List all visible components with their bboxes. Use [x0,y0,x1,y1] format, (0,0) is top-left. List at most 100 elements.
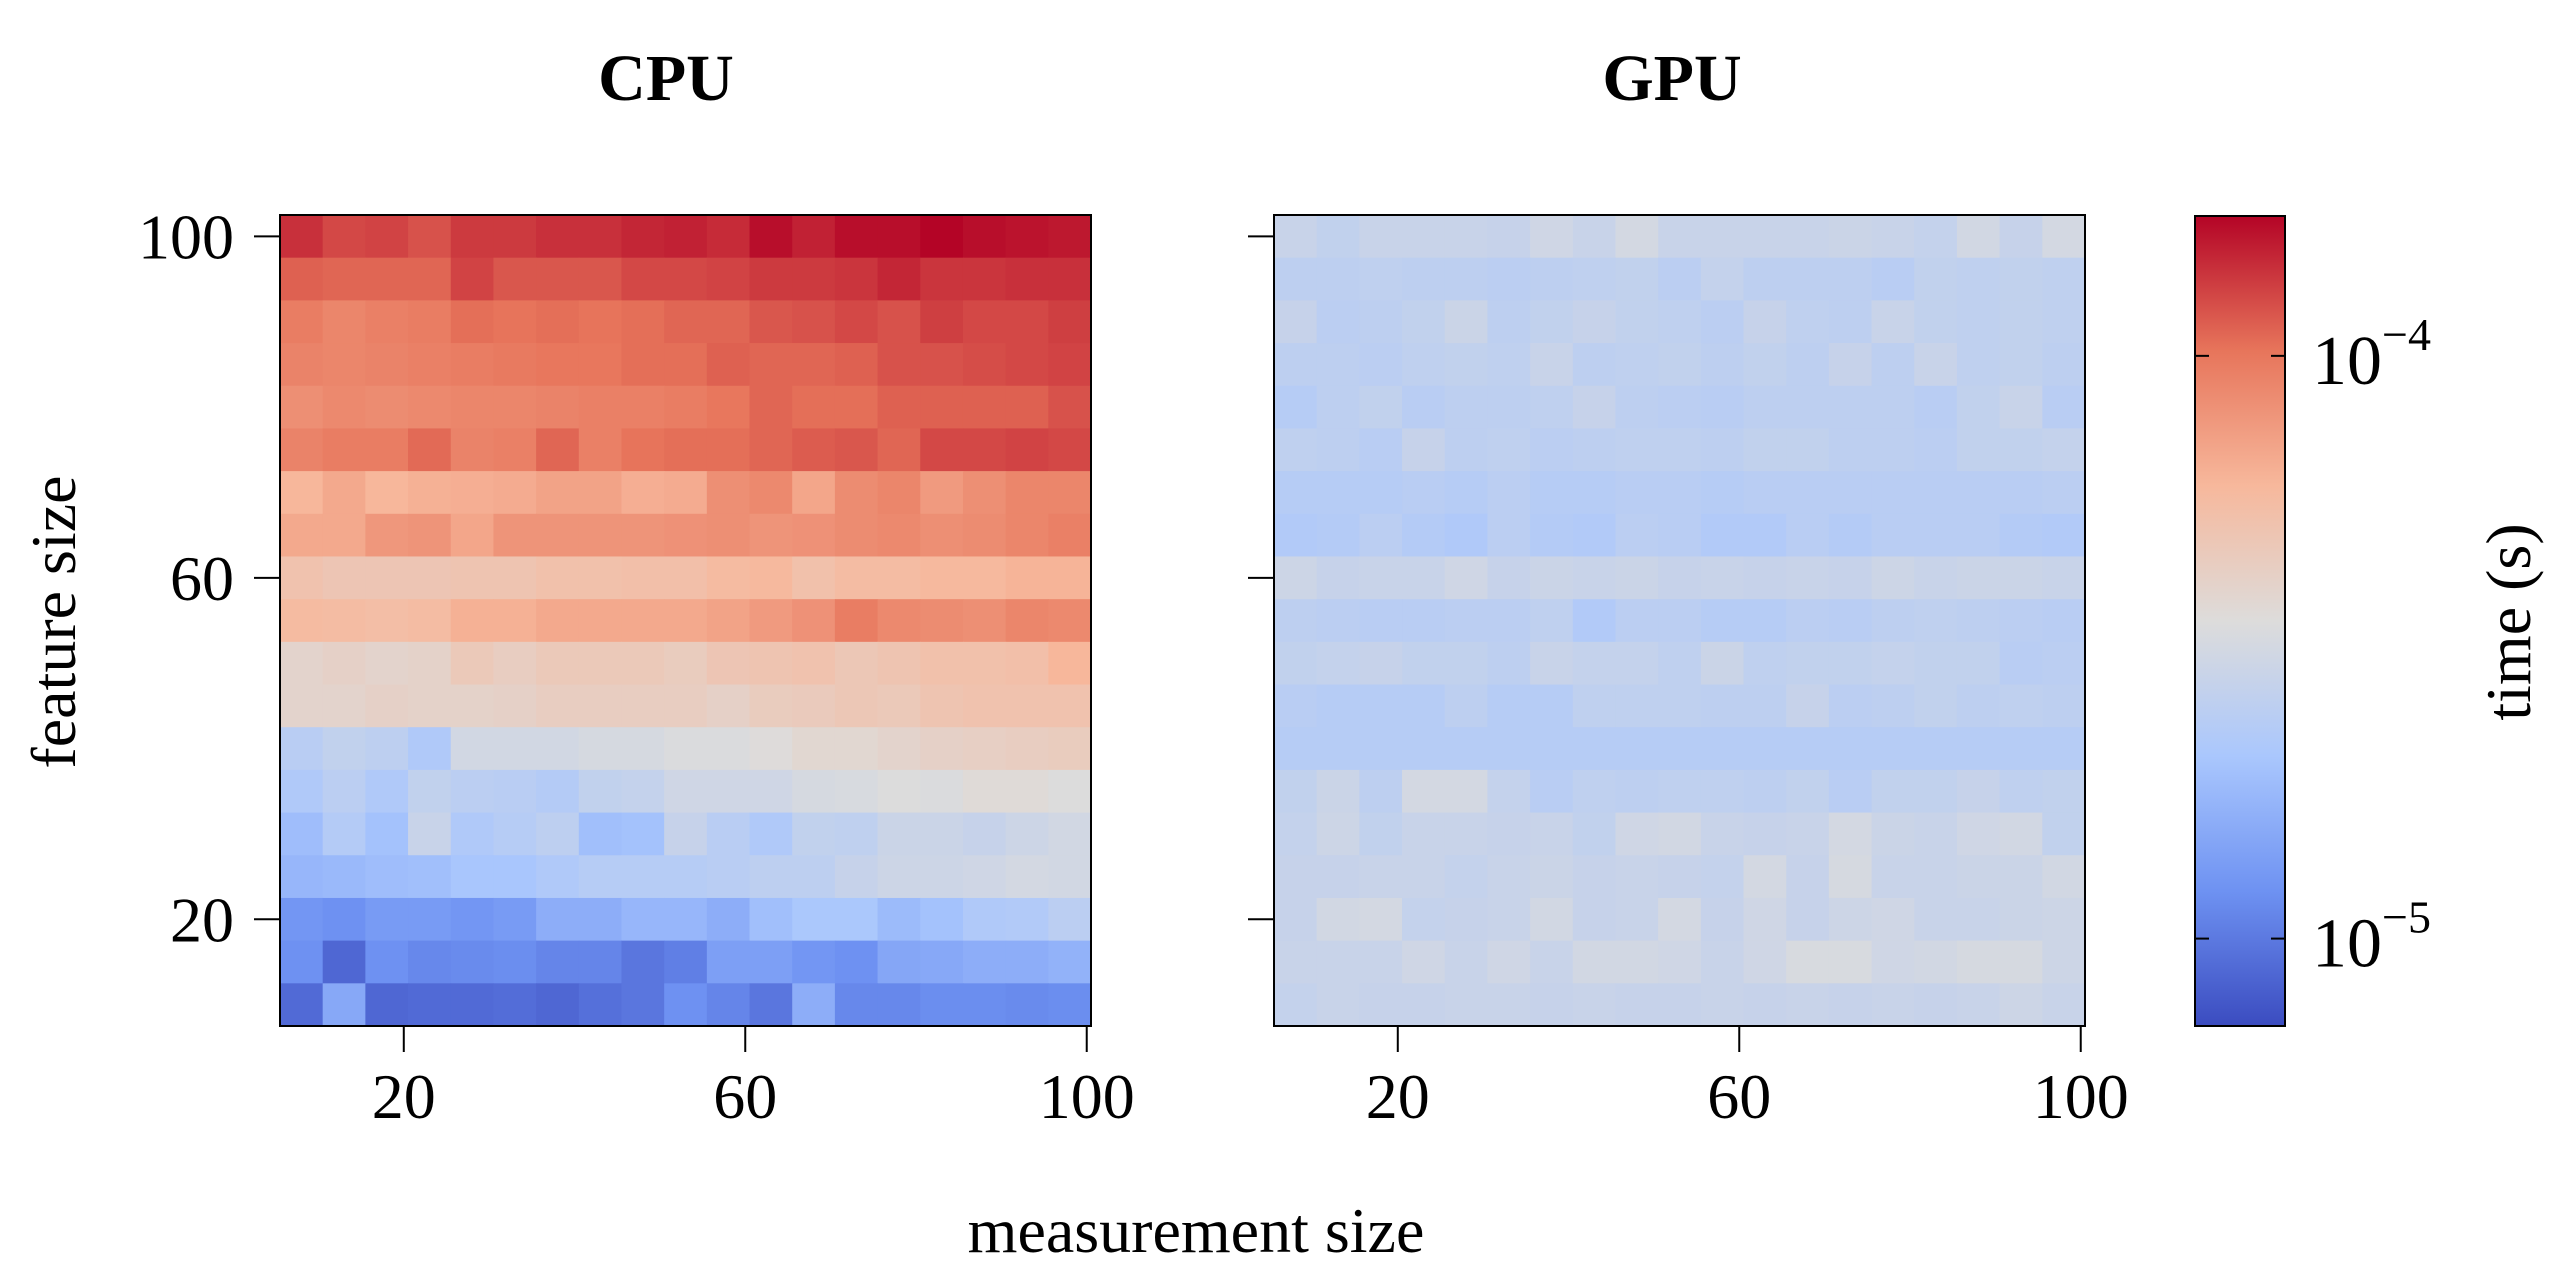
gpu-panel: GPU 20 60 100 [1248,42,2129,1132]
gpu-heatmap-cell [1658,727,1702,771]
gpu-heatmap-cell [1402,556,1446,600]
gpu-heatmap-cell [1615,641,1659,686]
gpu-heatmap-cell [2042,727,2086,771]
gpu-heatmap-cell [1530,769,1574,814]
gpu-heatmap-cell [1402,769,1446,814]
cpu-heatmap-cell [1048,940,1092,984]
gpu-heatmap-cell [1444,940,1489,984]
gpu-y-axis [1248,235,1274,921]
gpu-heatmap-cell [1530,215,1574,259]
cpu-heatmap-cell [962,428,1007,472]
gpu-heatmap-cell [1572,940,1617,984]
cpu-heatmap-cell [1048,812,1092,856]
cpu-heatmap-cell [365,684,409,728]
gpu-heatmap-cell [1956,385,2001,430]
cpu-heatmap-cell [792,684,836,728]
gpu-heatmap-cell [2042,855,2086,899]
gpu-heatmap-cell [1572,513,1617,558]
gpu-heatmap-cell [1956,684,2001,728]
gpu-heatmap-cell [1615,257,1659,301]
gpu-heatmap-cell [1316,855,1360,899]
gpu-heatmap-cell [1956,897,2001,942]
gpu-heatmap-cell [1530,940,1574,984]
cpu-heatmap-cell [1005,343,1049,387]
cpu-heatmap-cell [920,727,964,771]
gpu-heatmap-cell [1274,257,1318,301]
cpu-heatmap-cell [280,727,324,771]
gpu-x-tick-label: 100 [2033,1061,2129,1132]
cpu-heatmap-cell [920,428,964,472]
cpu-heatmap-cell [536,343,580,387]
gpu-heatmap-cell [1786,855,1830,899]
cpu-heatmap-cell [493,684,537,728]
gpu-heatmap-cell [1999,769,2043,814]
gpu-heatmap-cell [1743,599,1787,643]
cpu-heatmap-cell [962,257,1007,301]
gpu-heatmap-cell [1658,940,1702,984]
gpu-heatmap-cell [1530,641,1574,686]
colorbar-tick-base: 10 [2312,323,2382,400]
gpu-heatmap-cell [2042,940,2086,984]
cpu-heatmap-cell [578,641,623,686]
gpu-heatmap-cell [1700,556,1745,600]
cpu-heatmap-cell [962,983,1007,1027]
cpu-heatmap-cell [920,556,964,600]
gpu-heatmap-cell [2042,257,2086,301]
cpu-heatmap-cell [408,513,452,558]
gpu-heatmap-cell [1530,385,1574,430]
gpu-heatmap-cell [1871,385,1915,430]
cpu-heatmap-cell [408,769,452,814]
gpu-heatmap-cell [1316,727,1360,771]
cpu-heatmap-cell [792,428,836,472]
cpu-heatmap-cell [493,983,537,1027]
gpu-heatmap-cell [1914,556,1958,600]
cpu-heatmap-cell [877,599,921,643]
gpu-heatmap-cell [1956,428,2001,472]
gpu-heatmap-cell [1316,385,1360,430]
cpu-heatmap-cell [706,556,751,600]
gpu-heatmap-cell [1658,641,1702,686]
gpu-heatmap-cell [1402,428,1446,472]
gpu-heatmap-cell [1487,599,1531,643]
cpu-heatmap-cell [365,983,409,1027]
cpu-heatmap-cell [621,343,665,387]
cpu-heatmap-cell [962,215,1007,259]
cpu-heatmap-cell [408,812,452,856]
cpu-heatmap-cell [749,983,793,1027]
cpu-heatmap-cell [450,343,495,387]
gpu-heatmap-cell [1487,556,1531,600]
gpu-heatmap-cell [1700,641,1745,686]
cpu-heatmap-cell [1005,940,1049,984]
cpu-heatmap-cell [834,257,879,301]
cpu-heatmap-cell [450,257,495,301]
gpu-heatmap-cell [1274,300,1318,344]
cpu-heatmap-cell [365,940,409,984]
gpu-heatmap-cell [1786,471,1830,515]
gpu-heatmap-cell [1402,855,1446,899]
cpu-heatmap-cell [493,385,537,430]
gpu-heatmap-cell [1444,513,1489,558]
cpu-heatmap-cell [536,940,580,984]
cpu-heatmap-cell [322,855,366,899]
gpu-heatmap-cell [1700,215,1745,259]
cpu-heatmap-cell [450,727,495,771]
cpu-heatmap-cell [749,513,793,558]
gpu-heatmap-cell [1786,385,1830,430]
cpu-heatmap-cell [280,556,324,600]
gpu-heatmap-cell [1914,471,1958,515]
cpu-heatmap-cell [621,684,665,728]
gpu-heatmap-cell [1914,855,1958,899]
gpu-heatmap-cell [1743,300,1787,344]
gpu-heatmap-cell [1530,855,1574,899]
gpu-heatmap-cell [1444,471,1489,515]
cpu-heatmap-cell [322,983,366,1027]
cpu-heatmap-cell [1048,300,1092,344]
gpu-heatmap-cell [1700,343,1745,387]
cpu-heatmap-cell [536,300,580,344]
gpu-heatmap-cell [1572,428,1617,472]
gpu-heatmap-cell [1999,215,2043,259]
gpu-heatmap-cell [1359,983,1403,1027]
cpu-heatmap-cell [664,599,708,643]
gpu-heatmap-cell [1615,556,1659,600]
gpu-heatmap-cell [1359,727,1403,771]
